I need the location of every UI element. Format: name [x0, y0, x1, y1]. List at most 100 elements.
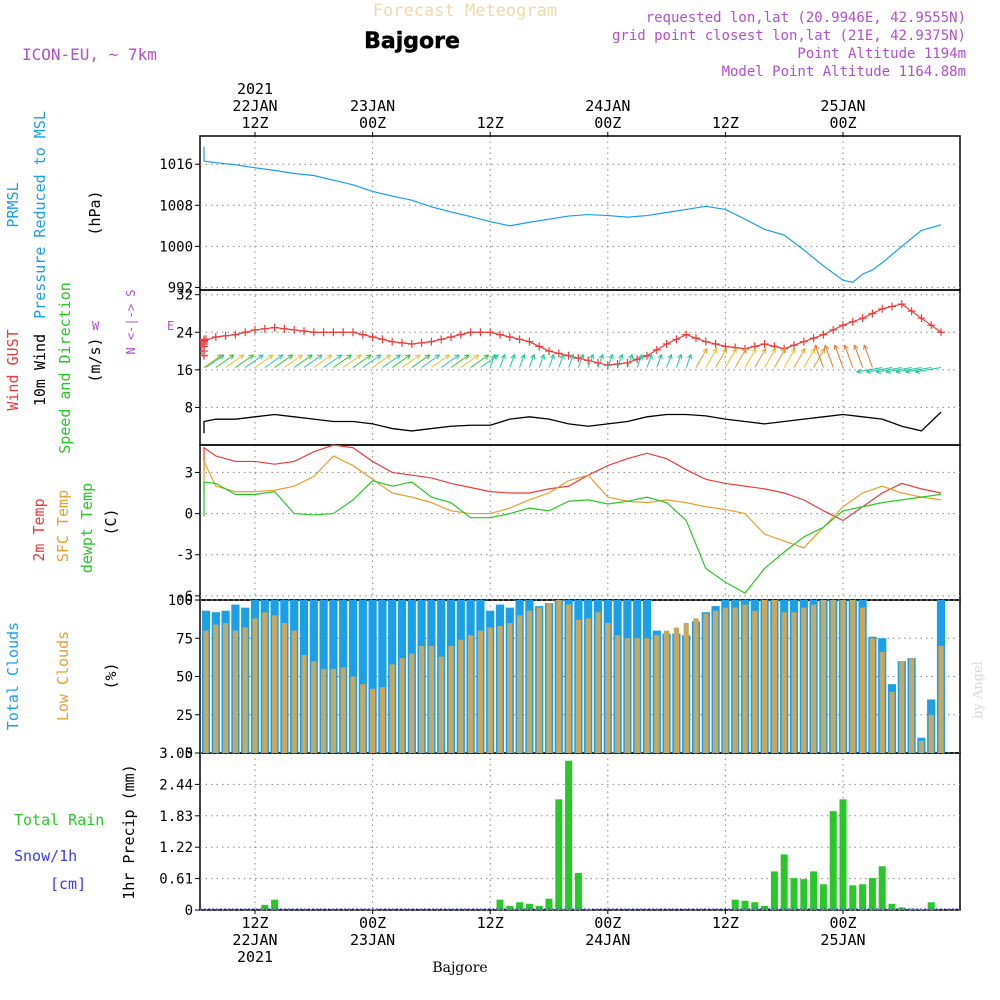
wind-arrow-head [356, 354, 362, 360]
rain-bar [516, 902, 524, 910]
gust-marker [427, 337, 436, 346]
wind-arrow [284, 354, 303, 368]
top-time-label: 12Z [712, 114, 739, 132]
wind-arrow-head [297, 354, 303, 360]
low-cloud-bar [664, 630, 670, 753]
wind-arrow [470, 354, 489, 368]
wind-arrow [783, 348, 796, 368]
rain-bar [525, 903, 533, 910]
temp-2m-line [203, 444, 942, 522]
low-cloud-bar [340, 667, 346, 753]
wind-arrow-head [530, 353, 536, 360]
wind-arrow-head [589, 353, 594, 360]
point-altitude: Point Altitude 1194m [797, 46, 966, 62]
label-prmsl: PRMSL [4, 182, 22, 227]
rain-bar [868, 878, 876, 910]
wind-arrow [293, 354, 313, 368]
low-cloud-bar [605, 622, 611, 753]
gust-marker [652, 345, 661, 354]
wind-arrow [203, 354, 223, 368]
gust-marker [927, 321, 936, 330]
y-tick-label: 0 [185, 903, 193, 919]
wind-arrow [303, 354, 323, 368]
rain-bar [506, 905, 514, 910]
low-cloud-bar [811, 604, 817, 753]
y-tick-label: 50 [176, 670, 193, 686]
low-cloud-bar [575, 619, 581, 753]
wind-arrow-head [483, 354, 490, 360]
wind-arrow [225, 354, 244, 368]
low-cloud-bar [242, 627, 248, 753]
y-tick-label: 0 [185, 507, 193, 523]
gust-marker [398, 338, 406, 347]
wind-arrow [421, 354, 440, 368]
low-cloud-bar [762, 600, 768, 753]
low-cloud-bar [693, 618, 699, 753]
low-cloud-bar [419, 645, 425, 753]
gust-marker [260, 324, 269, 333]
label-clouds-unit: (%) [102, 662, 120, 689]
low-cloud-bar [644, 638, 650, 753]
top-time-label: 24JAN [585, 97, 630, 115]
bottom-time-label: 24JAN [585, 931, 630, 949]
top-time-label: 2021 [237, 80, 273, 98]
wind-arrow-head [823, 344, 829, 350]
top-time-label: 00Z [829, 114, 856, 132]
dewpoint-line [203, 479, 942, 594]
wind-arrow [597, 354, 604, 368]
gust-marker [858, 314, 867, 323]
gust-marker [417, 338, 426, 347]
gust-marker [662, 340, 671, 349]
wind-arrow [844, 344, 854, 368]
gust-marker [309, 328, 318, 337]
wind-arrow-head [258, 354, 264, 360]
gust-marker [878, 304, 887, 313]
low-cloud-bar [517, 615, 523, 753]
gust-marker [623, 358, 632, 367]
rain-bar [496, 899, 504, 910]
wind-arrow [656, 354, 663, 368]
low-cloud-bar [820, 600, 826, 753]
bottom-time-label: 00Z [829, 914, 856, 932]
wind-arrow-head [434, 354, 441, 360]
gust-marker [358, 330, 367, 339]
wind-arrow [764, 348, 777, 368]
rain-bar [535, 905, 543, 910]
low-cloud-bar [830, 600, 836, 753]
panel-0 [199, 135, 961, 291]
wind-arrow-head [712, 348, 718, 354]
wind-arrow [450, 354, 470, 368]
label-dewpoint: dewpt Temp [78, 483, 96, 573]
gust-marker [486, 328, 495, 337]
rain-bar [780, 854, 788, 910]
low-cloud-bar [566, 604, 572, 753]
gust-marker [839, 321, 847, 330]
wind-arrow-head [702, 348, 708, 354]
gust-marker [868, 309, 877, 318]
low-cloud-bar [546, 603, 552, 753]
location-title: Bajgore [364, 29, 460, 54]
total-cloud-bar [368, 600, 377, 753]
rain-bar [810, 871, 818, 910]
wind-arrow-head [722, 348, 728, 354]
y-tick-label: 992 [168, 280, 193, 296]
wind-arrow [382, 354, 401, 368]
gust-marker [368, 332, 377, 341]
wind-arrow [558, 354, 565, 368]
y-tick-label: -3 [176, 548, 193, 564]
grid-point-coords: grid point closest lon,lat (21E, 42.9375… [612, 28, 966, 44]
bottom-time-label: 00Z [359, 914, 386, 932]
wind-arrow-head [731, 348, 737, 354]
top-time-label: 00Z [359, 114, 386, 132]
low-cloud-bar [732, 607, 738, 753]
wind-arrow [666, 354, 672, 368]
low-cloud-bar [301, 655, 307, 753]
wind-arrow [814, 344, 824, 368]
wind-arrow [824, 344, 834, 368]
gust-marker [251, 325, 259, 334]
wind-arrow-head [638, 353, 643, 360]
wind-arrow-head [863, 344, 869, 350]
wind-arrow [853, 344, 864, 368]
wind-arrow [519, 354, 525, 368]
gust-marker [329, 328, 338, 337]
